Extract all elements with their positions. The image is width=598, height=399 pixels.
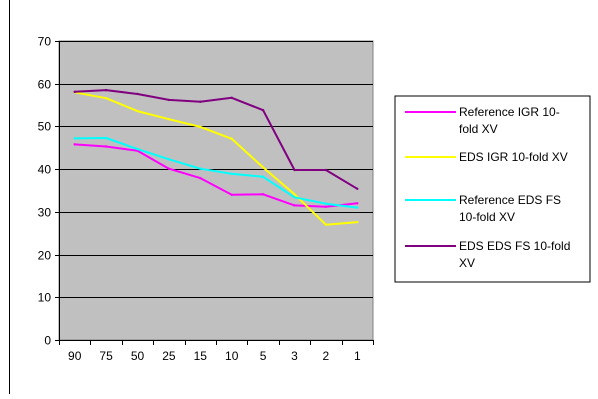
data-point: [73, 143, 76, 146]
y-tick-label: 30: [38, 206, 52, 220]
data-point: [261, 175, 265, 179]
legend-label: XV: [459, 256, 475, 270]
data-point: [230, 193, 233, 196]
data-point: [104, 145, 108, 148]
data-point: [356, 206, 359, 209]
data-point: [167, 98, 171, 102]
data-point: [167, 117, 171, 121]
x-tick-label: 2: [323, 349, 330, 363]
series-layer: [73, 88, 359, 226]
data-point: [324, 223, 328, 226]
data-point: [293, 168, 296, 172]
data-point: [73, 90, 76, 94]
legend: Reference IGR 10- fold XV EDS IGR 10-fold …: [394, 95, 591, 283]
legend-label: EDS IGR 10-fold XV: [459, 150, 568, 164]
data-point: [293, 196, 296, 199]
data-point: [167, 158, 171, 161]
data-point: [136, 92, 139, 96]
legend-box: [394, 95, 591, 283]
data-point: [261, 166, 265, 169]
data-point: [167, 167, 171, 170]
y-tick-label: 20: [38, 249, 52, 263]
legend-item: Reference EDS FS 10-fold XV: [405, 193, 561, 224]
data-point: [136, 109, 139, 113]
data-point: [324, 202, 328, 205]
data-point: [136, 147, 139, 151]
y-tick-label: 0: [44, 334, 51, 348]
legend-label: Reference IGR 10-: [459, 105, 560, 119]
x-tick-label: 1: [354, 349, 361, 363]
data-point: [356, 220, 359, 224]
data-point: [199, 125, 202, 129]
x-tick-label: 50: [131, 349, 145, 363]
data-point: [73, 137, 76, 140]
legend-label: 10-fold XV: [459, 210, 515, 224]
legend-item: Reference IGR 10- fold XV: [405, 105, 560, 136]
data-point: [293, 204, 296, 207]
gridlines: [59, 41, 373, 298]
series-line-2: [74, 91, 358, 226]
data-point: [293, 193, 296, 196]
legend-label: fold XV: [459, 122, 498, 136]
data-point: [230, 172, 233, 176]
series-line-4: [74, 89, 358, 190]
x-tick-label: 3: [291, 349, 298, 363]
data-point: [199, 167, 202, 170]
data-point: [261, 193, 265, 196]
x-tick-label: 15: [194, 349, 208, 363]
x-tick-label: 5: [260, 349, 267, 363]
data-point: [104, 88, 108, 92]
x-tick-label: 75: [99, 349, 113, 363]
legend-item: EDS IGR 10-fold XV: [405, 150, 568, 164]
data-point: [356, 202, 359, 205]
series-line-3: [74, 137, 358, 209]
data-point: [199, 100, 202, 103]
y-tick-label: 70: [38, 35, 52, 49]
data-point: [324, 168, 328, 172]
y-tick-label: 60: [38, 78, 52, 92]
legend-item: EDS EDS FS 10-fold XV: [405, 239, 570, 270]
data-point: [356, 187, 359, 190]
data-point: [324, 205, 328, 208]
y-tick-label: 50: [38, 120, 52, 134]
legend-label: Reference EDS FS: [459, 193, 561, 207]
data-point: [230, 96, 233, 100]
y-tick-label: 10: [38, 291, 52, 305]
x-tick-label: 25: [162, 349, 176, 363]
x-tick-label: 10: [225, 349, 239, 363]
x-axis-tick-labels: 90 75 50 25 15 10 5 3 2 1: [68, 349, 361, 363]
data-point: [199, 176, 202, 180]
data-point: [104, 97, 108, 100]
x-tick-label: 90: [68, 349, 82, 363]
series-line-1: [74, 143, 358, 208]
data-point: [230, 137, 233, 141]
data-point: [261, 108, 265, 112]
legend-label: EDS EDS FS 10-fold: [459, 239, 570, 253]
y-tick-label: 40: [38, 163, 52, 177]
axes: [55, 41, 374, 345]
y-axis-tick-labels: 0 10 20 30 40 50 60 70: [38, 35, 52, 348]
plot-area: [58, 40, 374, 341]
data-point: [104, 136, 108, 140]
